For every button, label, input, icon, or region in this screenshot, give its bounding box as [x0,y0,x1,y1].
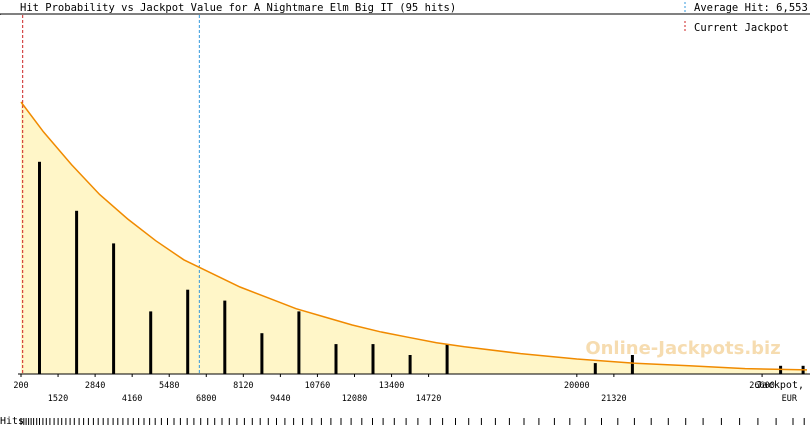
hit-bar-0 [38,161,41,374]
watermark: Online-Jackpots.biz [585,338,780,359]
hit-bar-3 [149,311,153,374]
x-tick-label-lower-3: 9440 [270,394,290,404]
x-tick-label-upper-2: 5480 [159,381,179,391]
x-tick-label-lower-1: 4160 [122,394,142,404]
hit-bar-11 [445,344,449,374]
hit-bar-13 [630,355,634,374]
hit-bar-7 [297,311,301,374]
hit-bar-12 [593,363,597,374]
x-axis-ticks: 200 2840 5480 8120 10760 13400 20000 26600 1520 4… [13,374,775,404]
x-tick-label-lower-2: 6800 [196,394,216,404]
x-tick-label-upper-0: 200 [13,381,28,391]
hit-bar-8 [334,344,338,374]
legend-average-label: Average Hit: 6,553 [694,2,808,14]
probability-area-fill [21,102,807,374]
probability-curve [20,101,808,371]
x-tick-label-upper-7: 26600 [749,381,775,391]
x-tick-label-upper-6: 20000 [564,381,590,391]
x-tick-label-lower-6: 21320 [601,394,627,404]
hit-markers [20,418,805,425]
x-axis-label: Jackpot, [756,380,804,391]
hit-bar-1 [75,210,79,374]
legend: Average Hit: 6,553 Current Jackpot [684,2,808,34]
x-tick-label-upper-3: 8120 [233,381,253,391]
legend-current-label: Current Jackpot [694,22,789,34]
x-tick-label-lower-0: 1520 [48,394,68,404]
x-tick-label-upper-5: 13400 [379,381,405,391]
x-tick-label-lower-4: 12080 [342,394,368,404]
hit-bar-5 [223,300,227,374]
probability-area [21,102,807,374]
hit-bar-6 [260,333,264,374]
x-tick-label-upper-4: 10760 [305,381,331,391]
hit-bar-2 [112,243,116,374]
chart-title: Hit Probability vs Jackpot Value for A N… [20,2,456,14]
x-tick-label-lower-5: 14720 [416,394,442,404]
x-tick-label-upper-1: 2840 [85,381,105,391]
probability-curve-line [20,101,808,371]
x-axis-unit: EUR [782,394,798,404]
hit-bar-9 [371,344,375,374]
hit-bars [38,161,805,374]
hit-bar-4 [186,289,190,374]
hit-bar-10 [408,355,412,374]
hits-label: Hits [0,416,24,425]
